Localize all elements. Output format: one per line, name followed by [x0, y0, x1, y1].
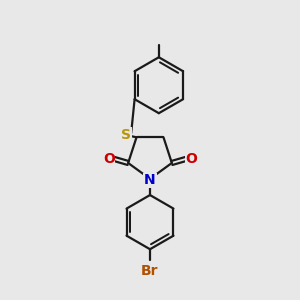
Text: O: O [185, 152, 197, 166]
Text: O: O [103, 152, 115, 166]
Text: N: N [144, 173, 156, 187]
Text: Br: Br [141, 264, 159, 278]
Text: S: S [121, 128, 131, 142]
